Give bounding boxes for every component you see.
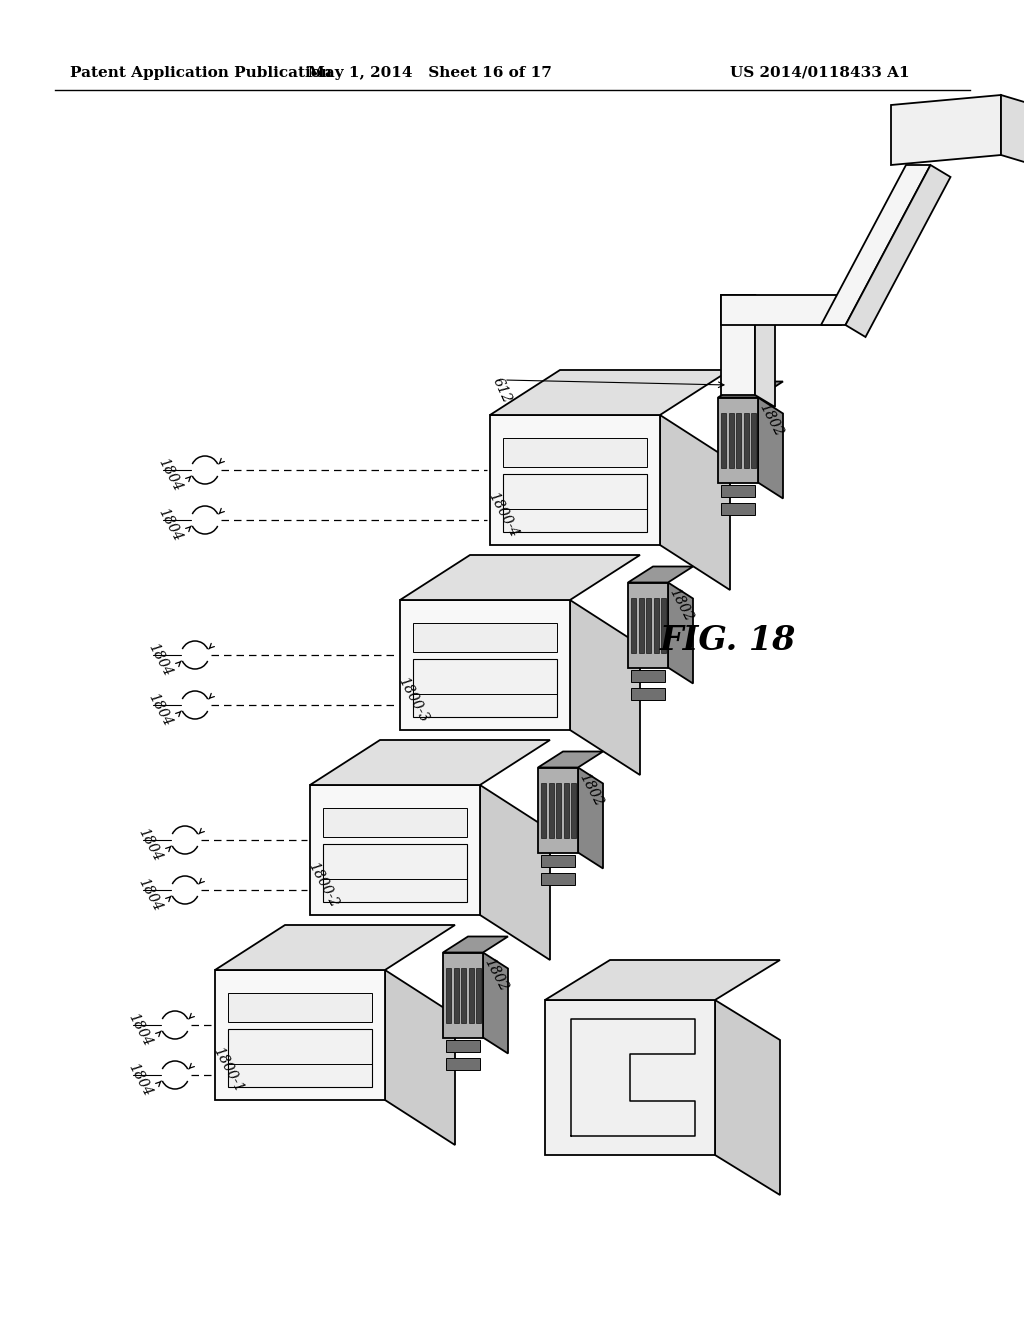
Polygon shape [323, 808, 467, 837]
Polygon shape [721, 484, 755, 496]
Polygon shape [728, 413, 733, 469]
Polygon shape [628, 582, 668, 668]
Polygon shape [446, 968, 451, 1023]
Polygon shape [721, 413, 726, 469]
Polygon shape [721, 294, 841, 325]
Polygon shape [310, 741, 550, 785]
Polygon shape [400, 601, 570, 730]
Polygon shape [891, 95, 1001, 165]
Text: 1804: 1804 [125, 1061, 154, 1100]
Polygon shape [631, 669, 665, 681]
Text: 612: 612 [490, 375, 514, 405]
Polygon shape [443, 936, 508, 953]
Polygon shape [715, 1001, 780, 1195]
Polygon shape [662, 598, 667, 653]
Polygon shape [631, 688, 665, 700]
Text: 1800-4: 1800-4 [485, 490, 520, 540]
Text: 1802: 1802 [481, 956, 510, 994]
Polygon shape [476, 968, 481, 1023]
Text: 1800-2: 1800-2 [305, 861, 340, 909]
Polygon shape [541, 783, 546, 838]
Text: 1804: 1804 [155, 455, 184, 494]
Polygon shape [736, 413, 741, 469]
Polygon shape [310, 785, 480, 915]
Polygon shape [628, 566, 693, 582]
Text: 1802: 1802 [666, 586, 695, 624]
Polygon shape [545, 960, 780, 1001]
Polygon shape [541, 854, 575, 866]
Polygon shape [1001, 95, 1024, 168]
Polygon shape [758, 397, 783, 499]
Polygon shape [556, 783, 561, 838]
Polygon shape [215, 925, 455, 970]
Polygon shape [743, 413, 749, 469]
Polygon shape [454, 968, 459, 1023]
Text: 1802: 1802 [756, 401, 785, 440]
Polygon shape [503, 474, 647, 532]
Polygon shape [545, 1001, 715, 1155]
Polygon shape [483, 953, 508, 1053]
Text: 1804: 1804 [145, 692, 174, 729]
Text: Patent Application Publication: Patent Application Publication [70, 66, 332, 81]
Polygon shape [570, 601, 640, 775]
Polygon shape [639, 598, 643, 653]
Polygon shape [413, 659, 557, 717]
Polygon shape [385, 970, 455, 1144]
Polygon shape [668, 582, 693, 684]
Polygon shape [413, 623, 557, 652]
Text: 1804: 1804 [135, 826, 164, 865]
Text: US 2014/0118433 A1: US 2014/0118433 A1 [730, 66, 909, 81]
Polygon shape [653, 598, 658, 653]
Polygon shape [538, 751, 603, 767]
Polygon shape [541, 873, 575, 884]
Polygon shape [323, 843, 467, 902]
Polygon shape [215, 970, 385, 1100]
Polygon shape [490, 414, 660, 545]
Polygon shape [228, 993, 372, 1022]
Polygon shape [718, 397, 758, 483]
Polygon shape [538, 767, 578, 853]
Polygon shape [718, 381, 783, 397]
Polygon shape [821, 165, 931, 325]
Text: FIG. 18: FIG. 18 [660, 623, 797, 656]
Polygon shape [571, 783, 577, 838]
Text: 1802: 1802 [575, 771, 605, 809]
Polygon shape [846, 165, 950, 337]
Polygon shape [549, 783, 554, 838]
Polygon shape [660, 414, 730, 590]
Text: May 1, 2014   Sheet 16 of 17: May 1, 2014 Sheet 16 of 17 [308, 66, 552, 81]
Polygon shape [755, 294, 775, 407]
Polygon shape [480, 785, 550, 960]
Polygon shape [721, 294, 755, 395]
Polygon shape [446, 1040, 480, 1052]
Polygon shape [228, 1028, 372, 1086]
Text: 1804: 1804 [125, 1011, 154, 1049]
Polygon shape [446, 1057, 480, 1069]
Text: 1800-1: 1800-1 [210, 1045, 246, 1096]
Polygon shape [646, 598, 651, 653]
Polygon shape [503, 438, 647, 466]
Polygon shape [400, 554, 640, 601]
Polygon shape [631, 598, 636, 653]
Polygon shape [578, 767, 603, 869]
Text: 1804: 1804 [135, 876, 164, 913]
Polygon shape [469, 968, 474, 1023]
Text: 1804: 1804 [155, 506, 184, 544]
Polygon shape [563, 783, 568, 838]
Text: 1804: 1804 [145, 642, 174, 678]
Polygon shape [461, 968, 466, 1023]
Polygon shape [721, 503, 755, 515]
Polygon shape [443, 953, 483, 1038]
Text: 1800-3: 1800-3 [395, 675, 430, 725]
Polygon shape [490, 370, 730, 414]
Polygon shape [752, 413, 756, 469]
